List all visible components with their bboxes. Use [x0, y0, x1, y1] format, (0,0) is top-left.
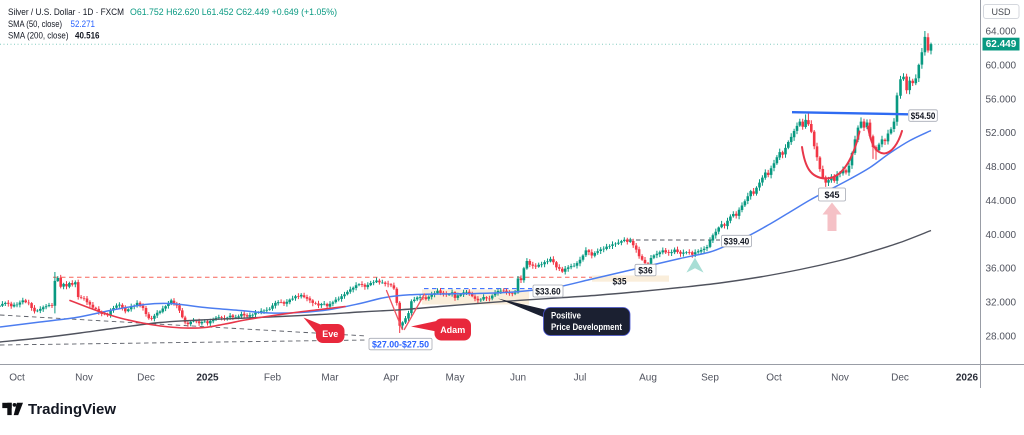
svg-text:$45: $45	[825, 190, 841, 201]
svg-text:Dec: Dec	[137, 373, 155, 384]
svg-text:$39.40: $39.40	[724, 237, 750, 248]
svg-text:2026: 2026	[956, 373, 979, 384]
svg-text:62.449: 62.449	[986, 39, 1017, 50]
svg-text:USD: USD	[991, 7, 1011, 17]
svg-text:$35: $35	[613, 276, 627, 286]
svg-text:44.000: 44.000	[986, 196, 1017, 207]
svg-text:Mar: Mar	[321, 373, 339, 384]
svg-text:Silver / U.S. Dollar · 1D · FX: Silver / U.S. Dollar · 1D · FXCM	[8, 7, 124, 18]
svg-text:Aug: Aug	[639, 373, 657, 384]
svg-text:Sep: Sep	[701, 373, 719, 384]
svg-text:64.000: 64.000	[986, 27, 1017, 38]
svg-text:Nov: Nov	[75, 373, 93, 384]
svg-text:Adam: Adam	[440, 325, 465, 335]
svg-text:Apr: Apr	[383, 373, 399, 384]
svg-text:$27.00-$27.50: $27.00-$27.50	[372, 339, 429, 349]
svg-text:60.000: 60.000	[986, 60, 1017, 71]
svg-text:TradingView: TradingView	[28, 402, 117, 418]
svg-text:Jul: Jul	[574, 373, 587, 384]
svg-text:May: May	[446, 373, 465, 384]
svg-text:40.516: 40.516	[75, 31, 100, 42]
svg-text:Dec: Dec	[891, 373, 909, 384]
svg-text:Oct: Oct	[9, 373, 25, 384]
svg-text:28.000: 28.000	[986, 332, 1017, 343]
svg-text:52.271: 52.271	[71, 19, 96, 30]
svg-text:Nov: Nov	[831, 373, 849, 384]
svg-text:40.000: 40.000	[986, 230, 1017, 241]
svg-text:56.000: 56.000	[986, 94, 1017, 105]
svg-text:Oct: Oct	[766, 373, 782, 384]
svg-text:Price Development: Price Development	[551, 322, 622, 332]
svg-text:$33.60: $33.60	[535, 286, 561, 297]
svg-text:36.000: 36.000	[986, 264, 1017, 275]
svg-text:SMA (200, close): SMA (200, close)	[8, 31, 69, 42]
svg-text:Eve: Eve	[322, 329, 338, 339]
svg-text:48.000: 48.000	[986, 162, 1017, 173]
svg-text:2025: 2025	[196, 373, 219, 384]
svg-text:Feb: Feb	[264, 373, 282, 384]
svg-text:52.000: 52.000	[986, 128, 1017, 139]
svg-text:O61.752 H62.620 L61.452 C62: O61.752 H62.620 L61.452 C62.449 +0.649 (…	[130, 7, 337, 18]
svg-text:Jun: Jun	[510, 373, 526, 384]
svg-text:32.000: 32.000	[986, 298, 1017, 309]
svg-text:$54.50: $54.50	[911, 111, 936, 122]
svg-text:SMA (50, close): SMA (50, close)	[8, 19, 62, 30]
svg-text:Positive: Positive	[551, 311, 581, 321]
svg-text:$36: $36	[638, 265, 653, 276]
